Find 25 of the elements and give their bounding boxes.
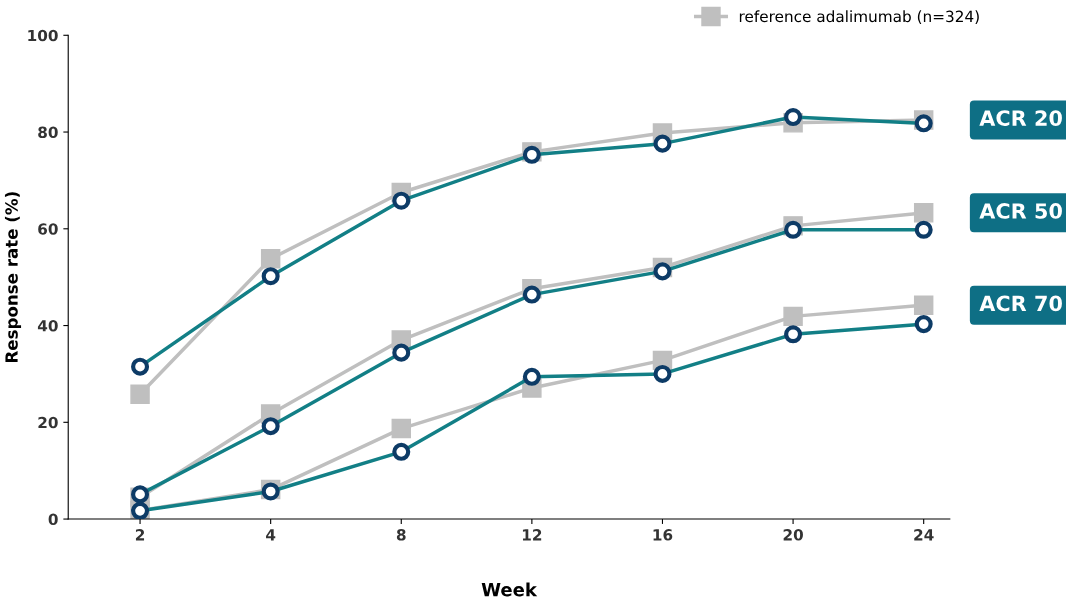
y-axis-title: Response rate (%) <box>4 192 22 363</box>
point <box>913 203 934 223</box>
x-tick-label: 8 <box>396 529 406 541</box>
y-tick-label: 60 <box>38 223 58 235</box>
legend-label: reference adalimumab (n=324) <box>739 10 979 24</box>
point <box>913 295 934 315</box>
point <box>391 418 411 439</box>
text: ACR 70 <box>979 295 1062 312</box>
y-tick-label: 80 <box>38 126 58 139</box>
x-tick-label: 2 <box>135 529 145 541</box>
x-tick-label: 12 <box>522 529 542 541</box>
text: ACR 20 <box>979 110 1062 126</box>
x-tick-label: 20 <box>783 529 803 541</box>
y-tick-label: 0 <box>48 513 58 526</box>
y-tick-label: 20 <box>38 416 58 429</box>
point <box>130 384 150 404</box>
y-tick-label: 100 <box>28 29 58 42</box>
x-tick-label: 24 <box>914 529 934 541</box>
y-tick-label: 40 <box>37 320 58 332</box>
point <box>260 249 281 269</box>
text: ACR 50 <box>979 203 1062 219</box>
x-axis-title: Week <box>481 582 538 597</box>
point <box>783 306 803 327</box>
x-tick-label: 16 <box>653 529 673 541</box>
x-tick-label: 4 <box>266 529 276 541</box>
